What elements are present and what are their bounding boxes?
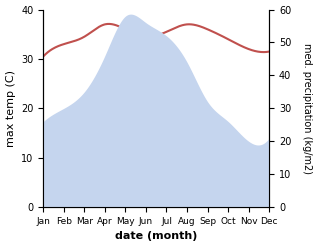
Y-axis label: max temp (C): max temp (C) <box>5 70 16 147</box>
Y-axis label: med. precipitation (kg/m2): med. precipitation (kg/m2) <box>302 43 313 174</box>
X-axis label: date (month): date (month) <box>115 231 197 242</box>
